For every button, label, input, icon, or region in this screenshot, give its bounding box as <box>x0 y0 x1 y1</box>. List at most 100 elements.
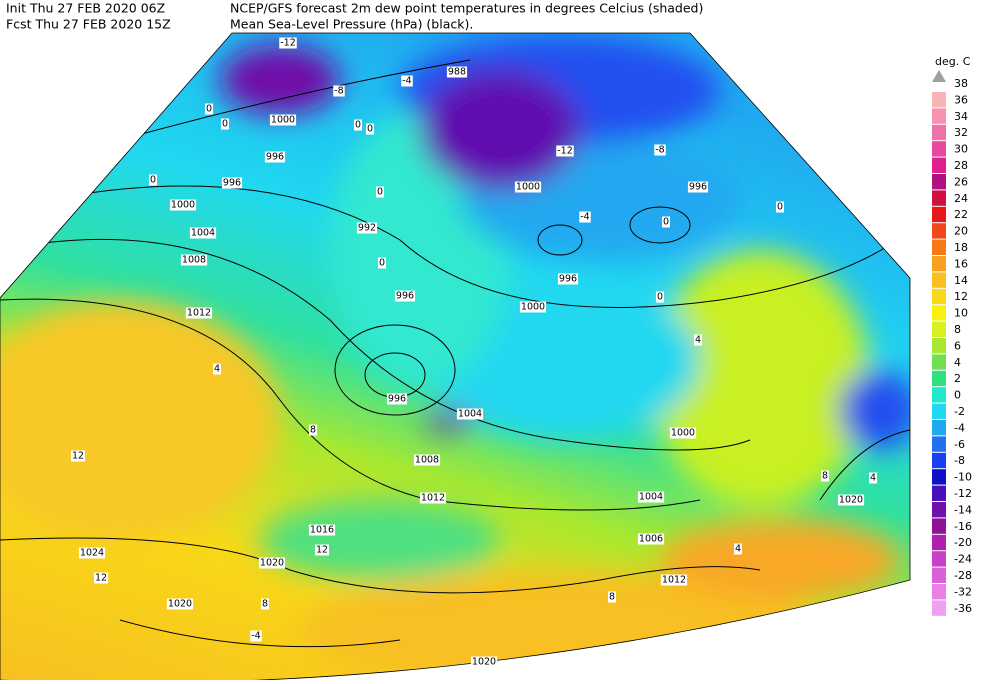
dewpoint-label-bg <box>333 85 345 97</box>
colorbar-swatch <box>932 584 946 600</box>
isobar-label: 996 <box>689 182 707 193</box>
isobar-label-bg <box>386 393 408 405</box>
isobar-label-bg <box>669 427 697 439</box>
colorbar-swatch <box>932 420 946 436</box>
isobar-label-bg <box>419 492 447 504</box>
isobar-label-bg <box>308 524 336 536</box>
dewpoint-label-bg <box>93 572 109 584</box>
colorbar-swatch <box>932 174 946 190</box>
isobar-label-bg <box>185 307 213 319</box>
dewpoint-label: 12 <box>72 451 84 462</box>
colorbar-label: 18 <box>954 241 968 254</box>
colorbar-swatch <box>932 141 946 157</box>
dewpoint-label-bg <box>204 103 214 115</box>
dewpoint-label: 4 <box>695 335 701 346</box>
colorbar-swatch <box>932 92 946 108</box>
dewpoint-label: 8 <box>310 425 316 436</box>
dewpoint-label: 0 <box>377 187 383 198</box>
colorbar-swatch <box>932 288 946 305</box>
dewpoint-label: 8 <box>262 599 268 610</box>
isobar-label-bg <box>413 454 441 466</box>
isobar-label-bg <box>269 114 297 126</box>
dewpoint-label: 12 <box>316 545 328 556</box>
dewpoint-label-bg <box>365 123 375 135</box>
dewpoint-label-bg <box>556 145 574 157</box>
colorbar-swatch <box>932 321 946 337</box>
isobar-label: 1020 <box>472 657 496 668</box>
colorbar-swatch <box>932 387 946 403</box>
colorbar-label: -20 <box>954 536 972 549</box>
colorbar-swatch <box>932 452 946 469</box>
colorbar-swatch <box>932 206 946 223</box>
colorbar-label: 32 <box>954 126 968 139</box>
colorbar-swatch <box>932 551 946 567</box>
colorbar-swatch <box>932 502 946 518</box>
isobar-label-bg <box>189 227 217 239</box>
isobar-label: 992 <box>358 223 376 234</box>
dewpoint-label: 8 <box>822 471 828 482</box>
dewpoint-label: 0 <box>777 202 783 213</box>
dewpoint-label-bg <box>820 470 830 482</box>
dewpoint-label: 8 <box>609 592 615 603</box>
colorbar-label: 6 <box>954 339 961 352</box>
dewpoint-label: -8 <box>334 86 343 97</box>
colorbar-label: 22 <box>954 208 968 221</box>
shading <box>0 35 910 683</box>
colorbar-label: -14 <box>954 503 972 516</box>
dewpoint-label-bg <box>212 363 222 375</box>
colorbar-label: 14 <box>954 274 968 287</box>
colorbar-label: 38 <box>954 77 968 90</box>
dewpoint-label: 0 <box>367 124 373 135</box>
dewpoint-label-bg <box>693 334 703 346</box>
colorbar-swatch <box>932 272 946 288</box>
isobar-label-bg <box>519 301 547 313</box>
isobar-label: 996 <box>223 178 241 189</box>
dewpoint-label-bg <box>661 216 671 228</box>
colorbar-label: -6 <box>954 438 965 451</box>
colorbar-swatch <box>932 223 946 239</box>
colorbar-swatch <box>932 534 946 551</box>
isobar-label-bg <box>446 66 468 78</box>
isobar-label: 996 <box>388 394 406 405</box>
colorbar-swatch <box>932 108 946 124</box>
dewpoint-label: -12 <box>557 146 573 157</box>
dewpoint-label-bg <box>775 201 785 213</box>
dewpoint-label-bg <box>607 591 617 603</box>
colorbar-swatch <box>932 469 946 485</box>
isobar-label: 1020 <box>168 599 192 610</box>
isobar-label-bg <box>180 254 208 266</box>
colorbar-swatch <box>932 239 946 255</box>
isobar-label-bg <box>637 533 665 545</box>
isobar-label-bg <box>356 222 378 234</box>
subtitle: Mean Sea-Level Pressure (hPa) (black). <box>230 17 473 32</box>
colorbar-label: 12 <box>954 290 968 303</box>
dewpoint-label-bg <box>250 630 262 642</box>
isobar-label-bg <box>470 656 498 668</box>
colorbar-label: 30 <box>954 143 968 156</box>
dewpoint-label: 0 <box>657 292 663 303</box>
colorbar-label: 24 <box>954 192 968 205</box>
title: NCEP/GFS forecast 2m dew point temperatu… <box>230 1 703 16</box>
isobar-label-bg <box>78 547 106 559</box>
isobar-label: 1004 <box>458 409 482 420</box>
dewpoint-label: -4 <box>402 76 411 87</box>
dewpoint-label: 4 <box>735 544 741 555</box>
isobar-label: 1012 <box>421 493 445 504</box>
colorbar-label: -4 <box>954 421 965 434</box>
dewpoint-label: 12 <box>95 573 107 584</box>
dewpoint-label-bg <box>279 37 297 49</box>
colorbar-label: 0 <box>954 389 961 402</box>
dewpoint-label-bg <box>260 598 270 610</box>
map <box>0 33 910 683</box>
dewpoint-label: 0 <box>355 120 361 131</box>
isobar-label: 988 <box>448 67 466 78</box>
dewpoint-label: 0 <box>206 104 212 115</box>
colorbar-label: 26 <box>954 175 968 188</box>
isobar-label: 1006 <box>639 534 663 545</box>
colorbar-swatch <box>932 485 946 501</box>
colorbar-swatch <box>932 157 946 173</box>
colorbar-label: -16 <box>954 520 972 533</box>
dewpoint-label-bg <box>308 424 318 436</box>
isobars <box>0 59 910 648</box>
